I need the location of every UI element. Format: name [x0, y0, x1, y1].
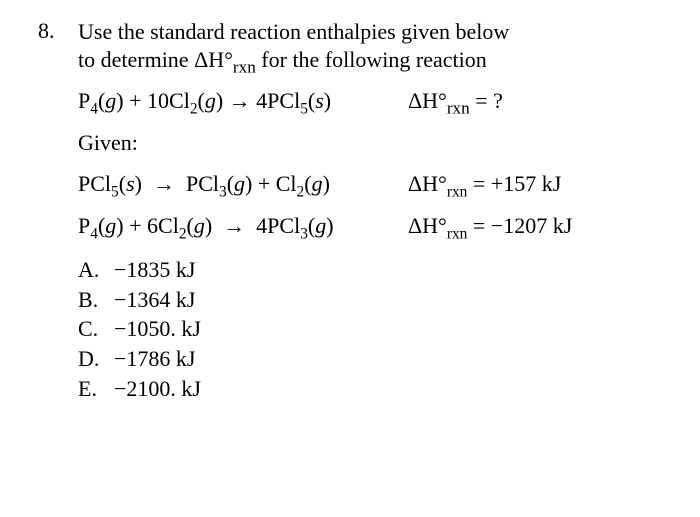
question-body: Use the standard reaction enthalpies giv…	[78, 18, 662, 403]
question-number: 8.	[38, 18, 78, 44]
choice-letter: E.	[78, 374, 114, 404]
given-reaction-2: P4(g) + 6Cl2(g) → 4PCl3(g) ΔH°rxn = −120…	[78, 212, 662, 240]
choice-C-value: −1050. kJ	[114, 314, 201, 344]
choice-E-value: −2100. kJ	[114, 374, 201, 404]
choice-letter: A.	[78, 255, 114, 285]
given2-eq: P4(g) + 6Cl2(g) → 4PCl3(g)	[78, 212, 408, 240]
prompt-line2-pre: to determine	[78, 47, 194, 72]
target-reaction-eq: P4(g) + 10Cl2(g) → 4PCl5(s)	[78, 87, 408, 115]
choice-A-value: −1835 kJ	[114, 255, 195, 285]
choice-letter: B.	[78, 285, 114, 315]
prompt-line1: Use the standard reaction enthalpies giv…	[78, 19, 509, 44]
question-prompt: Use the standard reaction enthalpies giv…	[78, 18, 662, 73]
answer-choices: A. −1835 kJ B. −1364 kJ C. −1050. kJ D. …	[78, 255, 662, 403]
given1-eq: PCl5(s) → PCl3(g) + Cl2(g)	[78, 170, 408, 198]
given-reaction-1: PCl5(s) → PCl3(g) + Cl2(g) ΔH°rxn = +157…	[78, 170, 662, 198]
choice-C: C. −1050. kJ	[78, 314, 662, 344]
given-label: Given:	[78, 129, 662, 157]
target-reaction-row: P4(g) + 10Cl2(g) → 4PCl5(s) ΔH°rxn = ?	[78, 87, 662, 115]
prompt-line2-post: for the following reaction	[256, 47, 487, 72]
choice-B: B. −1364 kJ	[78, 285, 662, 315]
given2-dH: ΔH°rxn = −1207 kJ	[408, 212, 572, 240]
choice-letter: D.	[78, 344, 114, 374]
dH-symbol: ΔH°rxn	[194, 47, 256, 72]
given2-dH-val: = −1207 kJ	[473, 213, 572, 238]
choice-E: E. −2100. kJ	[78, 374, 662, 404]
given1-dH: ΔH°rxn = +157 kJ	[408, 170, 561, 198]
choice-B-value: −1364 kJ	[114, 285, 195, 315]
choice-A: A. −1835 kJ	[78, 255, 662, 285]
given1-dH-val: = +157 kJ	[473, 171, 561, 196]
question-block: 8. Use the standard reaction enthalpies …	[0, 0, 700, 421]
choice-D: D. −1786 kJ	[78, 344, 662, 374]
choice-D-value: −1786 kJ	[114, 344, 195, 374]
question-row: 8. Use the standard reaction enthalpies …	[38, 18, 662, 403]
target-dH: ΔH°rxn = ?	[408, 87, 503, 115]
choice-letter: C.	[78, 314, 114, 344]
